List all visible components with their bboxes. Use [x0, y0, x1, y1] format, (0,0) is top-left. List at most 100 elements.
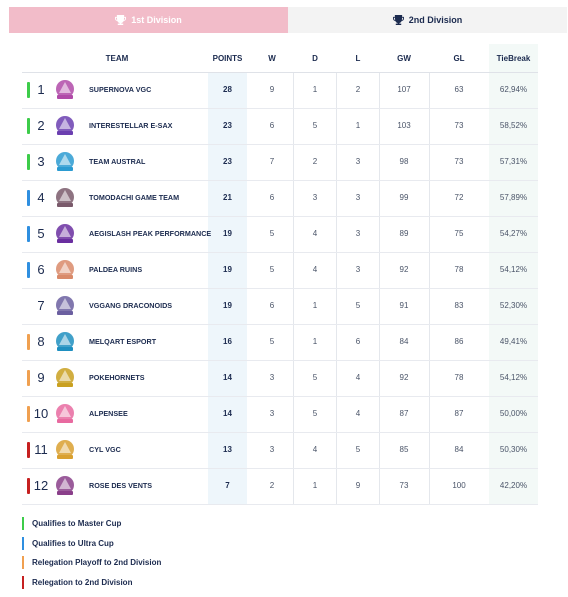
status-bar: [27, 370, 30, 386]
status-bar: [27, 442, 30, 458]
team-name[interactable]: PALDEA RUINS: [89, 265, 143, 274]
wins-cell: 6: [269, 121, 275, 130]
divider: [293, 72, 294, 505]
rank-number: 8: [37, 334, 45, 349]
rank-number: 2: [37, 118, 45, 133]
points-cell: 14: [223, 373, 232, 382]
tab-2nd-division[interactable]: 2nd Division: [288, 7, 567, 33]
team-name[interactable]: POKEHORNETS: [89, 373, 145, 382]
rank-number: 12: [33, 478, 49, 493]
points-cell: 19: [223, 301, 232, 310]
legend-color-bar: [22, 536, 24, 550]
draws-cell: 4: [312, 265, 318, 274]
aegislash-logo-icon: [56, 224, 74, 243]
standings-table: TEAM POINTS W D L GW GL TieBreak 1 SUPERN…: [22, 44, 538, 505]
draws-cell: 4: [312, 229, 318, 238]
rank-number: 5: [37, 226, 45, 241]
tiebreak-column-bg: [489, 44, 538, 505]
status-bar: [27, 118, 30, 134]
losses-cell: 3: [355, 193, 361, 202]
team-name[interactable]: AEGISLASH PEAK PERFORMANCE: [89, 229, 212, 238]
table-row: 4 TOMODACHI GAME TEAM 21 6 3 3 99 72 57,89%: [22, 180, 538, 217]
points-cell: 14: [223, 409, 232, 418]
status-bar: [27, 190, 30, 206]
games-lost-cell: 63: [454, 85, 464, 94]
legend-label: Relegation Playoff to 2nd Division: [32, 558, 162, 568]
rank-number: 6: [37, 262, 45, 277]
header-points: POINTS: [212, 53, 243, 63]
legend-item-ultra: Qualifies to Ultra Cup: [22, 534, 161, 554]
header-gw: GW: [397, 53, 411, 63]
games-won-cell: 107: [397, 85, 411, 94]
draws-cell: 5: [312, 121, 318, 130]
games-lost-cell: 87: [454, 409, 464, 418]
games-lost-cell: 86: [454, 337, 464, 346]
table-row: 12 ROSE DES VENTS 7 2 1 9 73 100 42,20%: [22, 468, 538, 505]
wins-cell: 5: [269, 229, 275, 238]
trophy-icon: [115, 15, 127, 25]
rose-logo-icon: [56, 476, 74, 495]
team-name[interactable]: CYL VGC: [89, 445, 121, 454]
tiebreak-cell: 49,41%: [499, 337, 528, 346]
losses-cell: 5: [355, 445, 361, 454]
games-won-cell: 84: [399, 337, 409, 346]
team-name[interactable]: TOMODACHI GAME TEAM: [89, 193, 180, 202]
team-name[interactable]: TEAM AUSTRAL: [89, 157, 146, 166]
team-name[interactable]: ROSE DES VENTS: [89, 481, 153, 490]
header-team: TEAM: [105, 53, 129, 63]
tiebreak-cell: 57,89%: [499, 193, 528, 202]
losses-cell: 3: [355, 229, 361, 238]
games-won-cell: 92: [399, 373, 409, 382]
paldea-logo-icon: [56, 260, 74, 279]
draws-cell: 1: [312, 337, 318, 346]
division-tabs: 1st Division 2nd Division: [9, 7, 567, 33]
wins-cell: 6: [269, 301, 275, 310]
team-name[interactable]: ALPENSEE: [89, 409, 128, 418]
header-w: W: [268, 53, 276, 63]
games-won-cell: 91: [399, 301, 409, 310]
points-cell: 21: [223, 193, 232, 202]
games-won-cell: 99: [399, 193, 409, 202]
divider: [379, 72, 380, 505]
games-lost-cell: 84: [454, 445, 464, 454]
status-bar: [27, 82, 30, 98]
team-name[interactable]: SUPERNOVA VGC: [89, 85, 152, 94]
losses-cell: 3: [355, 265, 361, 274]
status-bar: [27, 334, 30, 350]
losses-cell: 4: [355, 409, 361, 418]
table-row: 10 ALPENSEE 14 3 5 4 87 87 50,00%: [22, 396, 538, 433]
team-name[interactable]: INTERESTELLAR E-SAX: [89, 121, 173, 130]
wins-cell: 9: [269, 85, 275, 94]
header-tiebreak: TieBreak: [496, 53, 531, 63]
interestellar-logo-icon: [56, 116, 74, 135]
team-name[interactable]: VGGANG DRACONOIDS: [89, 301, 173, 310]
losses-cell: 2: [355, 85, 361, 94]
points-cell: 13: [223, 445, 232, 454]
losses-cell: 5: [355, 301, 361, 310]
alpensee-logo-icon: [56, 404, 74, 423]
games-lost-cell: 73: [454, 121, 464, 130]
austral-logo-icon: [56, 152, 74, 171]
table-row: 3 TEAM AUSTRAL 23 7 2 3 98 73 57,31%: [22, 144, 538, 181]
points-cell: 23: [223, 121, 232, 130]
draws-cell: 5: [312, 409, 318, 418]
tiebreak-cell: 54,12%: [499, 265, 528, 274]
legend-label: Qualifies to Master Cup: [32, 519, 122, 529]
rank-number: 7: [37, 298, 45, 313]
tab-label: 2nd Division: [408, 15, 463, 25]
tiebreak-cell: 54,27%: [499, 229, 528, 238]
table-row: 7 VGGANG DRACONOIDS 19 6 1 5 91 83 52,30%: [22, 288, 538, 325]
status-bar: [27, 478, 30, 494]
table-row: 8 MELQART ESPORT 16 5 1 6 84 86 49,41%: [22, 324, 538, 361]
supernova-logo-icon: [56, 80, 74, 99]
games-won-cell: 92: [399, 265, 409, 274]
games-lost-cell: 75: [454, 229, 464, 238]
team-name[interactable]: MELQART ESPORT: [89, 337, 157, 346]
tab-1st-division[interactable]: 1st Division: [9, 7, 288, 33]
points-cell: 23: [223, 157, 232, 166]
games-lost-cell: 100: [452, 481, 466, 490]
games-lost-cell: 73: [454, 157, 464, 166]
table-header: TEAM POINTS W D L GW GL TieBreak: [22, 44, 538, 73]
wins-cell: 6: [269, 193, 275, 202]
table-row: 6 PALDEA RUINS 19 5 4 3 92 78 54,12%: [22, 252, 538, 289]
